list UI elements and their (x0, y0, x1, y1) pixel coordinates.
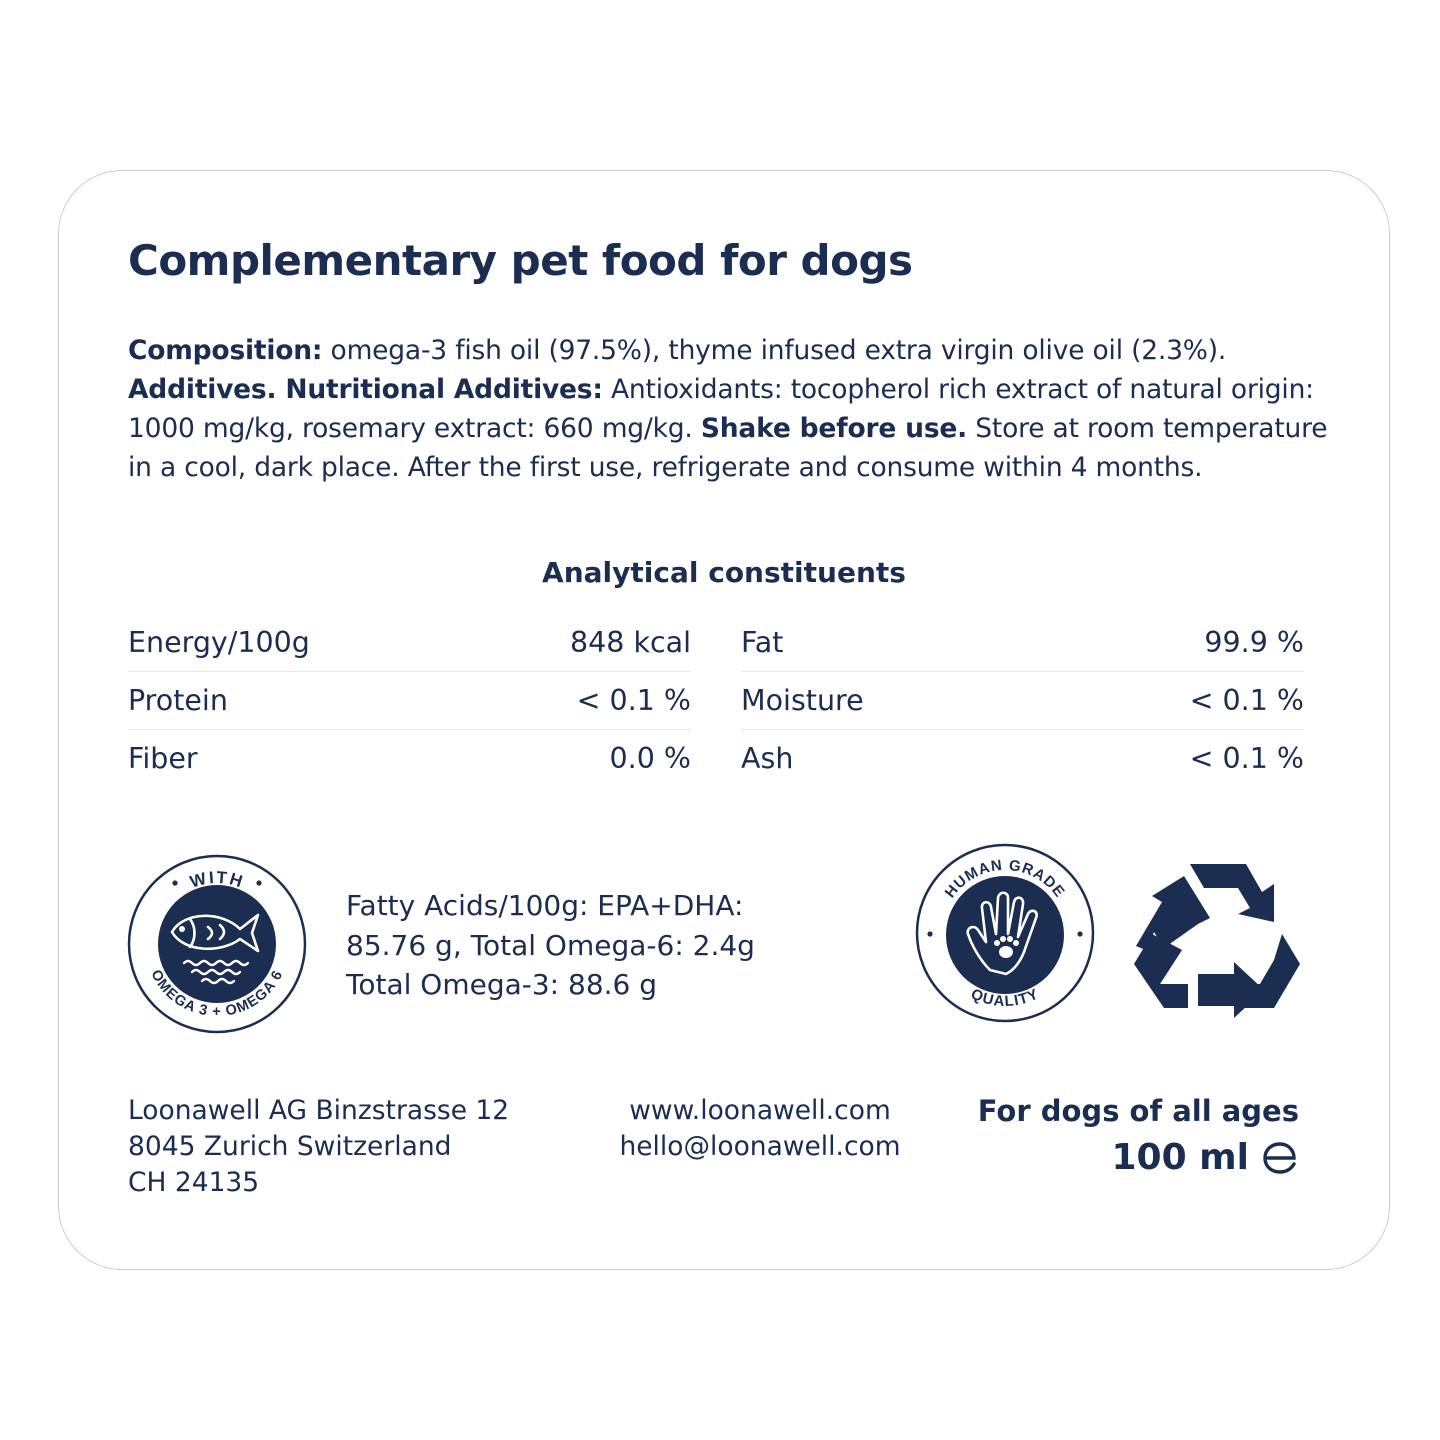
fatty-acids-line: Fatty Acids/100g: EPA+DHA: (346, 889, 744, 922)
analytical-title: Analytical constituents (542, 556, 906, 589)
additives-label: Additives. Nutritional Additives: (128, 374, 603, 405)
constituent-name: Fiber (128, 742, 198, 775)
page-title: Complementary pet food for dogs (128, 236, 913, 285)
estimated-sign-icon (1263, 1141, 1296, 1174)
constituent-name: Protein (128, 684, 228, 717)
table-row: Fat 99.9 % (741, 614, 1304, 672)
table-row: Protein < 0.1 % (128, 672, 691, 730)
constituent-name: Energy/100g (128, 626, 310, 659)
additives-text: Antioxidants: tocopherol rich extract of… (128, 374, 1314, 444)
human-grade-badge-icon: HUMAN GRADE QUALITY (915, 843, 1095, 1023)
constituent-name: Moisture (741, 684, 864, 717)
recycle-icon (1134, 864, 1300, 1018)
table-row: Ash < 0.1 % (741, 730, 1304, 787)
fatty-acids-line: Total Omega-3: 88.6 g (346, 968, 658, 1001)
constituent-value: < 0.1 % (576, 684, 691, 717)
email-link[interactable]: hello@loonawell.com (619, 1131, 901, 1162)
omega-badge-icon: WITH OMEGA 3 + OMEGA 6 (127, 854, 307, 1034)
constituent-value: < 0.1 % (1189, 684, 1304, 717)
volume-text: 100 ml (1111, 1137, 1249, 1178)
hand-paw-icon (966, 891, 1038, 976)
constituent-value: 848 kcal (569, 626, 691, 659)
volume-line: 100 ml (1111, 1137, 1299, 1178)
label-card (58, 170, 1390, 1270)
fatty-acids-line: 85.76 g, Total Omega-6: 2.4g (346, 928, 755, 962)
constituent-name: Fat (741, 626, 784, 659)
composition-paragraph: Composition: omega-3 fish oil (97.5%), t… (128, 331, 1358, 487)
address-line: CH 24135 (128, 1167, 260, 1198)
target-ages: For dogs of all ages (977, 1094, 1299, 1128)
fatty-acids-text: Fatty Acids/100g: EPA+DHA: 85.76 g, Tota… (346, 886, 755, 1005)
analytical-table-right: Fat 99.9 % Moisture < 0.1 % Ash < 0.1 % (741, 614, 1304, 788)
composition-label: Composition: (128, 335, 323, 366)
constituent-value: < 0.1 % (1189, 742, 1304, 775)
address-line: 8045 Zurich Switzerland (128, 1131, 452, 1162)
company-address: Loonawell AG Binzstrasse 12 8045 Zurich … (128, 1093, 509, 1201)
website-link[interactable]: www.loonawell.com (629, 1095, 891, 1126)
contact-info: www.loonawell.com hello@loonawell.com (600, 1093, 920, 1165)
table-row: Moisture < 0.1 % (741, 672, 1304, 730)
fish-icon (170, 913, 260, 953)
shake-label: Shake before use. (700, 413, 968, 444)
storage-text: Store at room temperature in a cool, dar… (128, 413, 1328, 483)
table-row: Energy/100g 848 kcal (128, 614, 691, 672)
constituent-value: 0.0 % (609, 742, 691, 775)
table-row: Fiber 0.0 % (128, 730, 691, 787)
address-line: Loonawell AG Binzstrasse 12 (128, 1095, 510, 1126)
constituent-value: 99.9 % (1204, 626, 1304, 659)
constituent-name: Ash (741, 742, 794, 775)
analytical-table-left: Energy/100g 848 kcal Protein < 0.1 % Fib… (128, 614, 691, 788)
composition-text: omega-3 fish oil (97.5%), thyme infused … (322, 335, 1227, 366)
